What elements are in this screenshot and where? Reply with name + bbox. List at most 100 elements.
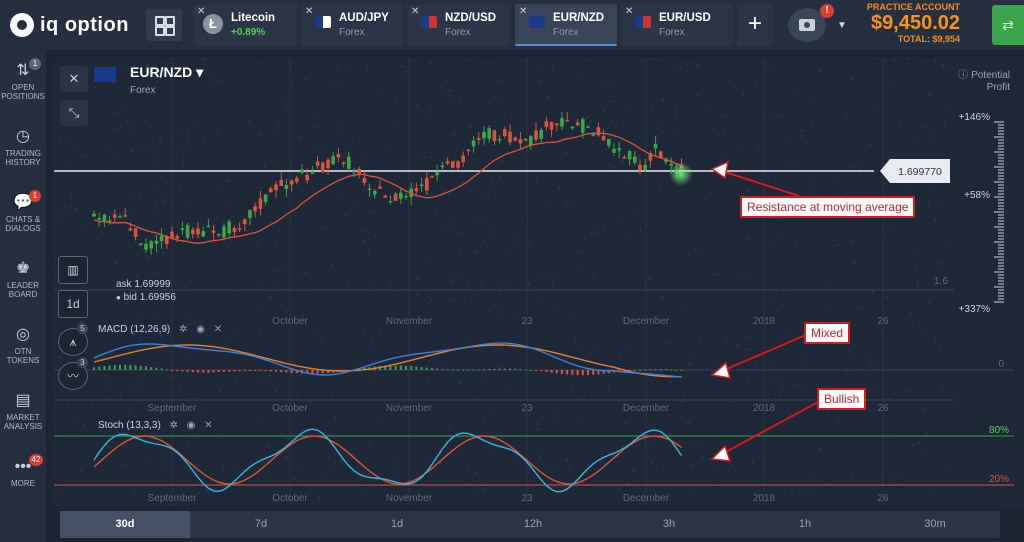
- candle-body: [575, 122, 580, 126]
- close-icon[interactable]: ✕: [519, 6, 528, 17]
- sidebar-item-chats[interactable]: 💬 1 CHATS & DIALOGS: [0, 190, 46, 233]
- figures-button[interactable]: 〰 3: [58, 357, 88, 390]
- macd-bar: [477, 369, 480, 371]
- chart-type-button[interactable]: ▥: [58, 256, 88, 284]
- map-dot: [433, 209, 437, 213]
- map-dot: [945, 107, 948, 110]
- map-dot: [679, 400, 682, 404]
- map-dot: [657, 180, 660, 183]
- timeframe-3h[interactable]: 3h: [662, 518, 676, 530]
- eye-icon[interactable]: ◉: [196, 324, 205, 335]
- tab-eur-usd[interactable]: ✕ EUR/USD Forex: [621, 4, 733, 46]
- camera-button[interactable]: !: [788, 4, 834, 42]
- map-dot: [565, 151, 568, 154]
- close-icon[interactable]: ✕: [305, 6, 314, 17]
- close-icon[interactable]: ✕: [213, 324, 223, 335]
- map-dot: [790, 163, 794, 167]
- account-balance[interactable]: PRACTICE ACCOUNT $9,450.02 TOTAL: $9,954: [860, 2, 960, 44]
- map-dot: [536, 298, 539, 301]
- map-dot: [828, 307, 832, 310]
- iq-option-logo[interactable]: iq option: [10, 10, 129, 40]
- add-tab-button[interactable]: +: [737, 4, 773, 46]
- map-dot: [75, 208, 78, 211]
- collapse-icon[interactable]: ⤡: [60, 100, 88, 126]
- map-dot: [59, 215, 62, 218]
- timeframe-1d[interactable]: 1d: [390, 518, 404, 530]
- map-dot: [818, 447, 821, 451]
- timeframe-30d[interactable]: 30d: [60, 511, 190, 538]
- map-dot: [477, 292, 480, 295]
- sidebar-item-open-positions[interactable]: ⇅ 1 OPEN POSITIONS: [0, 58, 46, 101]
- macd-bar: [186, 370, 189, 372]
- map-dot: [868, 409, 871, 412]
- map-dot: [945, 468, 948, 471]
- tab-aud-jpy[interactable]: ✕ AUD/JPY Forex: [301, 4, 403, 46]
- deposit-button[interactable]: ⇄: [992, 5, 1024, 45]
- macd-bar: [217, 370, 220, 373]
- map-dot: [126, 120, 129, 123]
- map-dot: [502, 283, 506, 286]
- month-label: December: [623, 316, 670, 327]
- map-dot: [662, 131, 665, 134]
- sidebar-item-more[interactable]: ••• 42 MORE: [0, 454, 46, 488]
- map-dot: [403, 70, 407, 74]
- timeframe-30m[interactable]: 30m: [924, 518, 946, 530]
- map-dot: [416, 277, 419, 280]
- map-dot: [285, 105, 289, 108]
- map-dot: [574, 114, 578, 117]
- timeframe-1h[interactable]: 1h: [798, 518, 812, 530]
- map-dot: [889, 225, 892, 229]
- close-icon[interactable]: ✕: [197, 6, 206, 17]
- macd-bar: [488, 369, 491, 370]
- map-dot: [197, 491, 201, 494]
- chevron-down-icon[interactable]: ▼: [837, 20, 847, 31]
- map-dot: [76, 150, 79, 153]
- sidebar-item-trading-history[interactable]: ◷ TRADING HISTORY: [0, 128, 46, 167]
- month-label: 23: [521, 403, 533, 414]
- map-dot: [845, 113, 848, 117]
- tab-eur-nzd[interactable]: ✕ EUR/NZD Forex: [515, 4, 617, 46]
- close-icon[interactable]: ✕: [411, 6, 420, 17]
- eye-icon[interactable]: ◉: [186, 420, 196, 431]
- candle-body: [331, 156, 335, 165]
- tab-litecoin[interactable]: ✕ Ł Litecoin +0.89%: [193, 4, 297, 46]
- month-label: December: [623, 493, 670, 504]
- candle-body: [102, 214, 107, 222]
- settings-icon[interactable]: ✲: [179, 324, 188, 335]
- sidebar-item-market-analysis[interactable]: ▤ MARKET ANALYSIS: [0, 392, 46, 431]
- timeframe-12h[interactable]: 12h: [523, 518, 543, 530]
- map-dot: [650, 104, 654, 107]
- map-dot: [607, 386, 611, 389]
- timeframe-7d[interactable]: 7d: [254, 518, 268, 530]
- close-icon[interactable]: ✕: [204, 420, 213, 431]
- tab-nzd-usd[interactable]: ✕ NZD/USD Forex: [407, 4, 511, 46]
- map-dot: [626, 344, 629, 348]
- macd-bar: [420, 367, 423, 370]
- map-dot: [277, 122, 280, 125]
- sidebar-item-leaderboard[interactable]: ♚ LEADER BOARD: [0, 260, 46, 299]
- indicators-button[interactable]: ⩚ 5: [58, 323, 88, 356]
- candle-body: [570, 126, 575, 129]
- settings-icon[interactable]: ✲: [169, 420, 178, 431]
- map-dot: [178, 387, 181, 390]
- map-dot: [493, 120, 496, 123]
- candle-body: [217, 233, 221, 236]
- brand-name: iq option: [40, 13, 129, 36]
- month-label: 2018: [753, 316, 776, 327]
- period-button[interactable]: 1d: [58, 290, 88, 318]
- macd-bar: [405, 365, 407, 370]
- sidebar-item-otn-tokens[interactable]: ◎ OTN TOKENS: [0, 326, 46, 365]
- map-dot: [457, 436, 461, 440]
- asset-selector[interactable]: EUR/NZD ▾ Forex: [90, 64, 203, 96]
- map-dot: [610, 100, 613, 103]
- map-dot: [492, 186, 495, 189]
- price-chart[interactable]: October November 23 December 2018 26 Sep…: [54, 58, 1024, 506]
- asset-grid-button[interactable]: [146, 9, 182, 41]
- close-chart-button[interactable]: ✕: [60, 66, 88, 92]
- close-icon[interactable]: ✕: [625, 6, 634, 17]
- tab-label: NZD/USD: [445, 12, 497, 24]
- map-dot: [772, 297, 775, 300]
- map-dot: [304, 77, 307, 80]
- map-dot: [583, 237, 586, 240]
- map-dot: [149, 275, 152, 278]
